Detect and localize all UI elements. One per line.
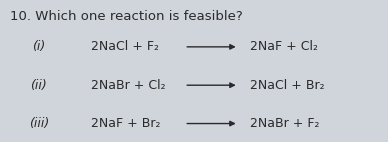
Text: (iii): (iii): [29, 117, 49, 130]
Text: 2NaCl + Br₂: 2NaCl + Br₂: [250, 79, 325, 92]
Text: (i): (i): [32, 40, 45, 53]
Text: 2NaF + Br₂: 2NaF + Br₂: [91, 117, 161, 130]
Text: 2NaBr + F₂: 2NaBr + F₂: [250, 117, 320, 130]
Text: 10. Which one reaction is feasible?: 10. Which one reaction is feasible?: [10, 10, 242, 23]
Text: 2NaCl + F₂: 2NaCl + F₂: [91, 40, 159, 53]
Text: 2NaF + Cl₂: 2NaF + Cl₂: [250, 40, 318, 53]
Text: 2NaBr + Cl₂: 2NaBr + Cl₂: [91, 79, 166, 92]
Text: (ii): (ii): [30, 79, 47, 92]
